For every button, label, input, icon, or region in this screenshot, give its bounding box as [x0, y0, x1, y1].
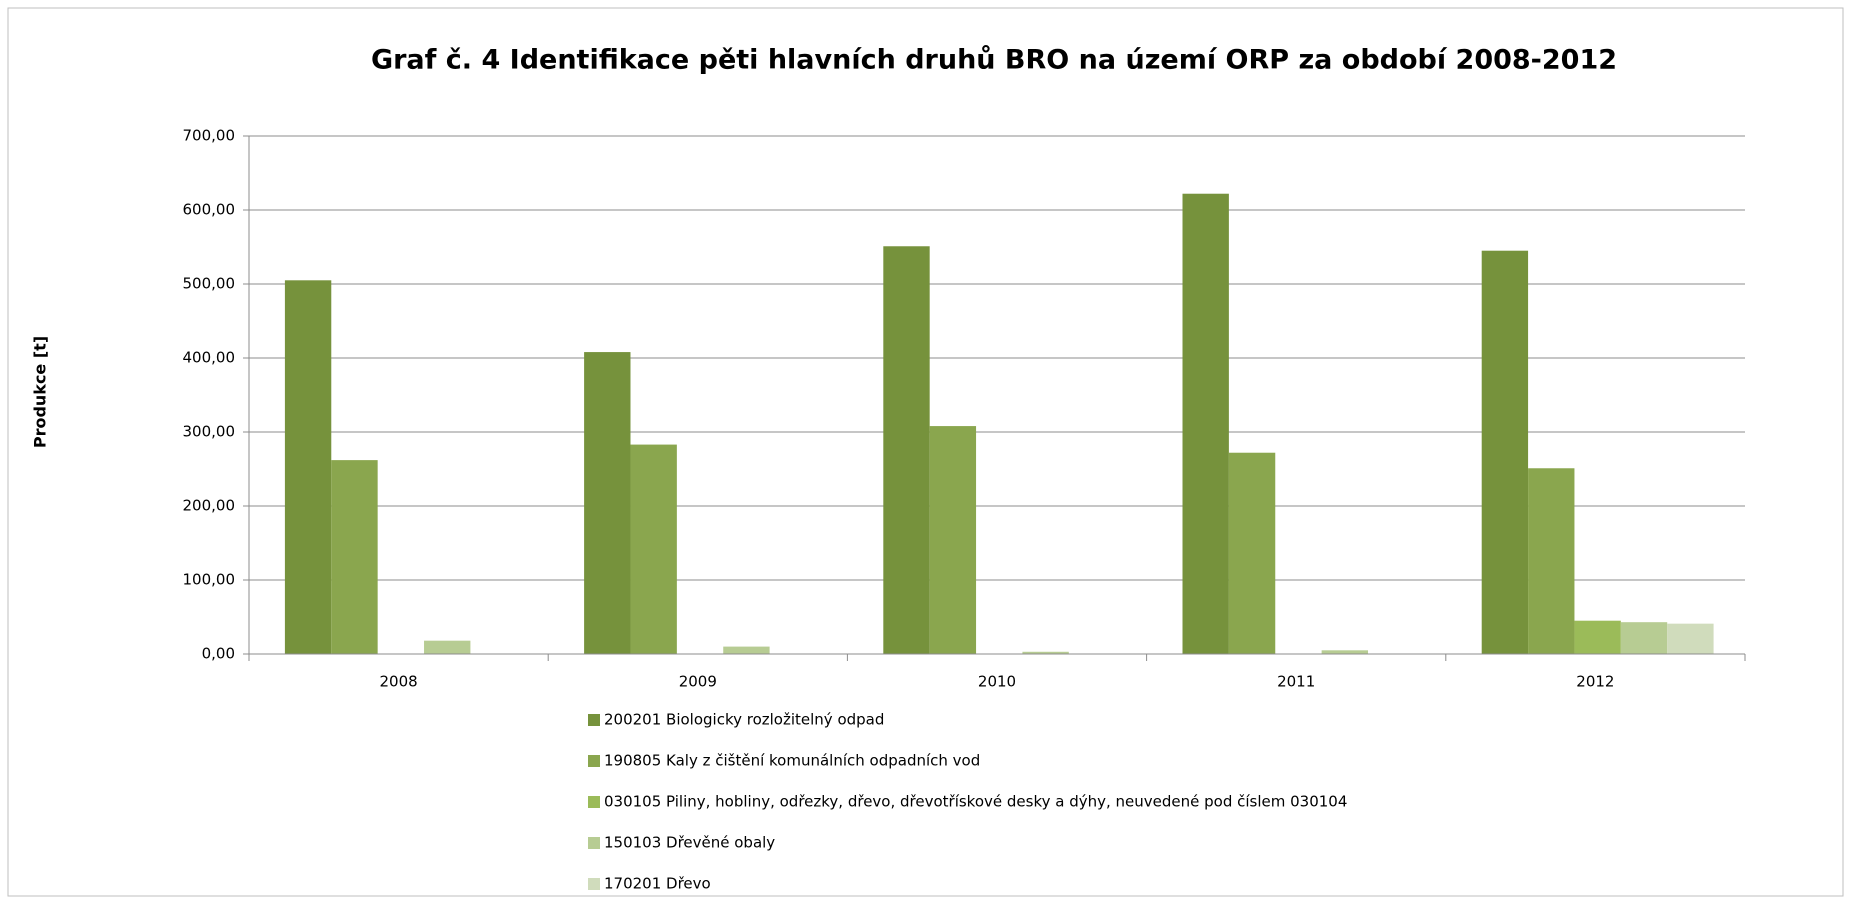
- legend-label: 030105 Piliny, hobliny, odřezky, dřevo, …: [604, 793, 1347, 811]
- y-tick-label: 200,00: [183, 497, 236, 515]
- legend-swatch: [588, 878, 600, 890]
- bar: [1574, 620, 1621, 654]
- y-tick-label: 600,00: [183, 201, 236, 219]
- chart-title: Graf č. 4 Identifikace pěti hlavních dru…: [371, 45, 1617, 76]
- bar: [883, 246, 930, 654]
- bar: [1182, 193, 1229, 654]
- legend-label: 170201 Dřevo: [604, 875, 711, 893]
- x-tick-label: 2008: [380, 673, 418, 691]
- y-tick-label: 100,00: [183, 571, 236, 589]
- y-axis-label: Produkce [t]: [31, 336, 50, 448]
- bar: [284, 280, 332, 654]
- x-tick-label: 2010: [978, 673, 1016, 691]
- bar: [630, 444, 677, 654]
- legend-label: 150103 Dřevěné obaly: [604, 834, 775, 852]
- bar: [424, 640, 471, 654]
- legend-swatch: [588, 796, 600, 808]
- bar: [331, 460, 378, 654]
- y-tick-label: 700,00: [183, 127, 236, 145]
- y-tick-label: 500,00: [183, 275, 236, 293]
- legend-swatch: [588, 714, 600, 726]
- bar: [1528, 468, 1575, 654]
- bar: [1667, 623, 1714, 654]
- bar: [929, 426, 977, 654]
- x-tick-label: 2012: [1576, 673, 1614, 691]
- bar: [1228, 452, 1276, 654]
- y-tick-label: 0,00: [202, 645, 235, 663]
- x-tick-label: 2011: [1277, 673, 1315, 691]
- bar: [1022, 651, 1069, 654]
- bar: [584, 352, 631, 654]
- legend-label: 190805 Kaly z čištění komunálních odpadn…: [604, 752, 980, 770]
- x-tick-label: 2009: [679, 673, 717, 691]
- legend-label: 200201 Biologicky rozložitelný odpad: [604, 711, 884, 729]
- bar: [1321, 650, 1369, 654]
- bar: [723, 646, 770, 654]
- y-tick-label: 400,00: [183, 349, 236, 367]
- legend-swatch: [588, 755, 600, 767]
- bar: [1620, 622, 1668, 654]
- bar: [1481, 250, 1529, 654]
- legend-swatch: [588, 837, 600, 849]
- y-tick-label: 300,00: [183, 423, 236, 441]
